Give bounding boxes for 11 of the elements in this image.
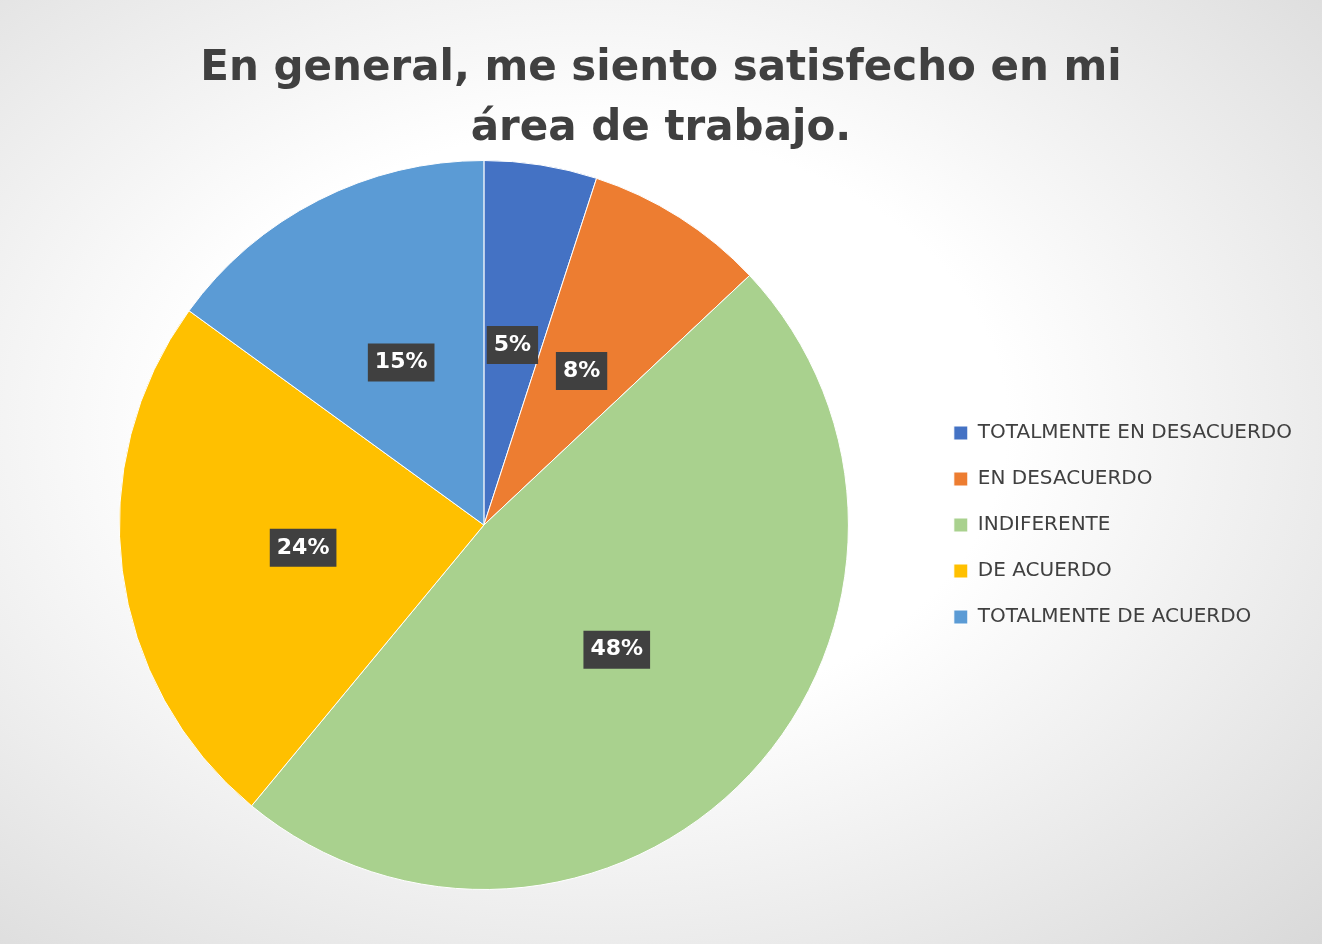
- data-label: 15%: [374, 348, 428, 374]
- data-label: 48%: [590, 635, 644, 661]
- legend-label: TOTALMENTE EN DESACUERDO: [976, 419, 1293, 444]
- data-label: 8%: [562, 356, 601, 382]
- data-label: 24%: [276, 533, 330, 559]
- legend-label: TOTALMENTE DE ACUERDO: [976, 603, 1252, 628]
- legend-label: INDIFERENTE: [977, 511, 1111, 536]
- chart-title: En general, me siento satisfecho en mi área de trabajo.: [199, 40, 1123, 150]
- data-label: 5%: [493, 330, 532, 356]
- legend-label: DE ACUERDO: [977, 557, 1112, 582]
- legend-label: EN DESACUERDO: [977, 465, 1153, 490]
